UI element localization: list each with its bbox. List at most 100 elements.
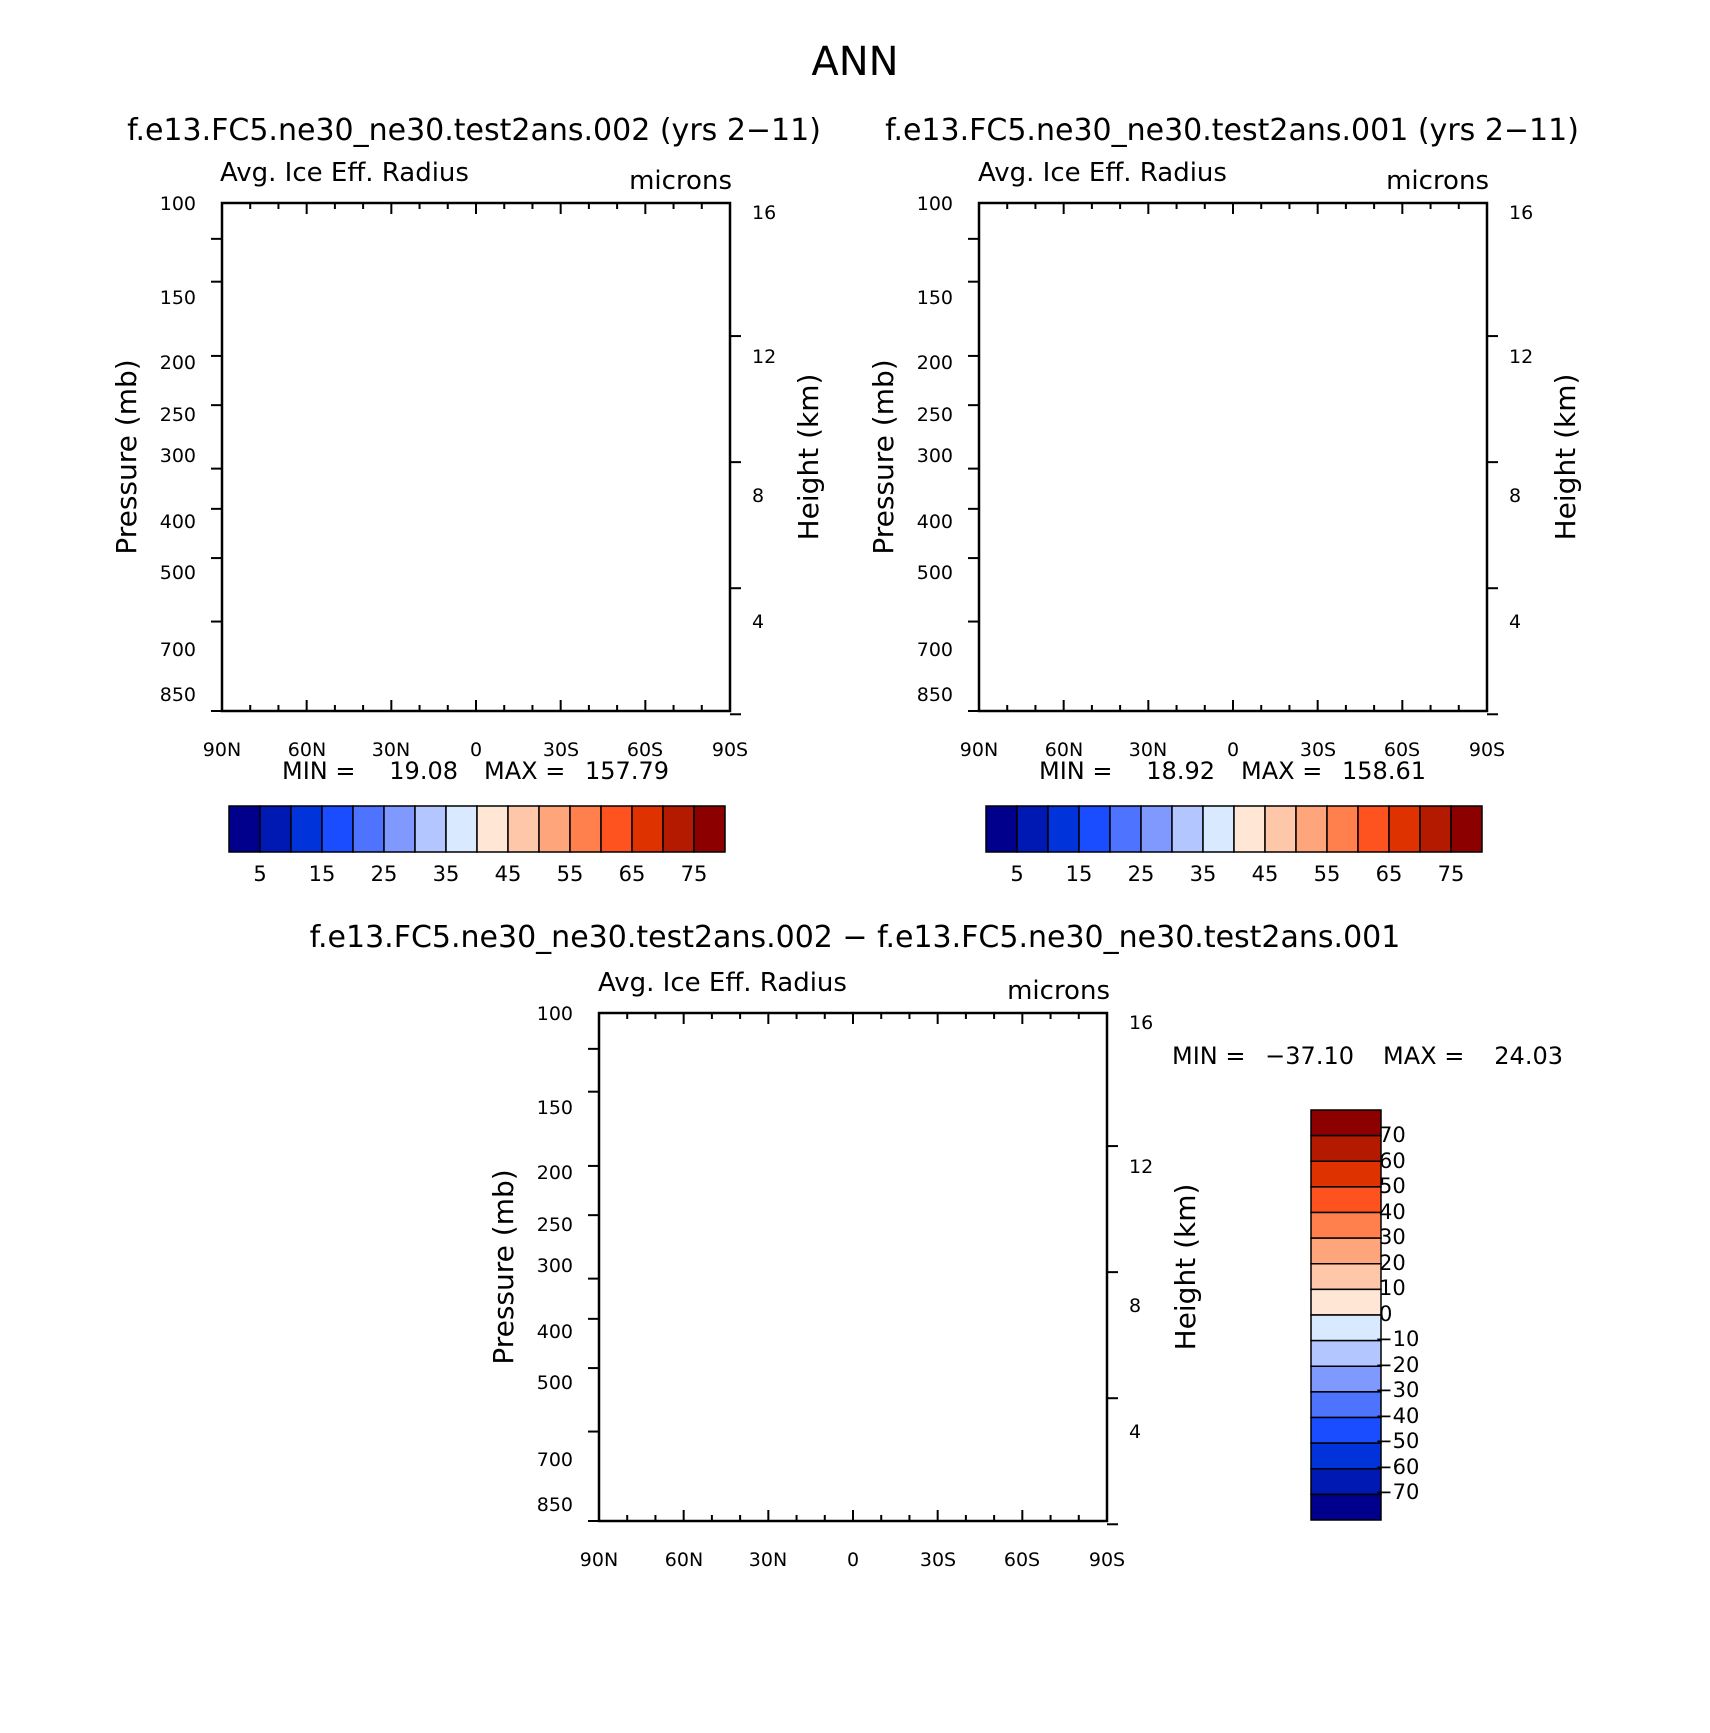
y-right-tick-label: 12 bbox=[752, 346, 776, 368]
x-tick-label: 90S bbox=[1089, 1549, 1125, 1571]
colorbar-label: 55 bbox=[1314, 862, 1341, 886]
y-tick-label: 250 bbox=[160, 404, 196, 426]
y-tick-label: 300 bbox=[537, 1255, 573, 1277]
panel-2-ylabel-right: Height (km) bbox=[1549, 374, 1582, 541]
y-tick-label: 700 bbox=[537, 1449, 573, 1471]
panel-2-min-label: MIN = bbox=[1039, 757, 1112, 785]
y-right-tick-label: 4 bbox=[1129, 1421, 1141, 1443]
y-tick-label: 700 bbox=[160, 639, 196, 661]
y-tick-label: 250 bbox=[917, 404, 953, 426]
y-tick-label: 300 bbox=[160, 445, 196, 467]
colorbar-label: −60 bbox=[1375, 1455, 1419, 1479]
panel-3-subtitle-left: Avg. Ice Eff. Radius bbox=[598, 968, 847, 998]
colorbar-box bbox=[1357, 805, 1390, 853]
colorbar-box bbox=[1310, 1134, 1382, 1162]
colorbar-box bbox=[352, 805, 385, 853]
colorbar-box bbox=[1310, 1263, 1382, 1291]
colorbar-box bbox=[445, 805, 478, 853]
colorbar-box bbox=[662, 805, 695, 853]
panel-1-subtitle-right: microns bbox=[629, 166, 732, 196]
panel-3-max-value: 24.03 bbox=[1494, 1042, 1563, 1070]
colorbar-box bbox=[1310, 1391, 1382, 1419]
x-tick-label: 60S bbox=[1384, 739, 1420, 761]
colorbar-box bbox=[1016, 805, 1049, 853]
colorbar-box bbox=[1326, 805, 1359, 853]
colorbar-label: 25 bbox=[1128, 862, 1155, 886]
x-tick-label: 30N bbox=[1129, 739, 1167, 761]
colorbar-box bbox=[290, 805, 323, 853]
panel-1-max-value: 157.79 bbox=[585, 757, 669, 785]
y-right-tick-label: 16 bbox=[1129, 1012, 1153, 1034]
x-tick-label: 60N bbox=[1045, 739, 1083, 761]
colorbar-label: 15 bbox=[309, 862, 336, 886]
y-right-tick-label: 16 bbox=[752, 202, 776, 224]
y-tick-label: 100 bbox=[537, 1003, 573, 1025]
colorbar-label: 65 bbox=[1376, 862, 1403, 886]
colorbar-label: −70 bbox=[1375, 1480, 1419, 1504]
y-tick-label: 100 bbox=[160, 193, 196, 215]
panel-1-colorbar bbox=[228, 805, 726, 853]
y-tick-label: 700 bbox=[917, 639, 953, 661]
panel-1-frame bbox=[220, 201, 732, 713]
x-tick-label: 0 bbox=[1227, 739, 1239, 761]
colorbar-box bbox=[1047, 805, 1080, 853]
panel-3-subtitle-right: microns bbox=[1007, 976, 1110, 1006]
colorbar-label: −10 bbox=[1375, 1327, 1419, 1351]
panel-2-subtitle-right: microns bbox=[1386, 166, 1489, 196]
panel-1-colorbar-labels: 5 15 25 35 45 55 65 75 bbox=[253, 862, 707, 886]
panel-3: f.e13.FC5.ne30_ne30.test2ans.002 − f.e13… bbox=[310, 920, 1563, 1571]
colorbar-box bbox=[1310, 1442, 1382, 1470]
panel-1-subtitle-left: Avg. Ice Eff. Radius bbox=[220, 158, 469, 188]
colorbar-label: 10 bbox=[1379, 1276, 1406, 1300]
colorbar-box bbox=[321, 805, 354, 853]
panel-3-ticks: 90N 60N 30N 0 30S 60S 90S 100 150 200 25… bbox=[537, 1003, 1153, 1571]
colorbar-box bbox=[1310, 1237, 1382, 1265]
x-tick-label: 90N bbox=[580, 1549, 618, 1571]
colorbar-box bbox=[1202, 805, 1235, 853]
y-tick-label: 100 bbox=[917, 193, 953, 215]
y-tick-label: 500 bbox=[537, 1372, 573, 1394]
colorbar-label: 50 bbox=[1379, 1174, 1406, 1198]
y-tick-label: 850 bbox=[160, 684, 196, 706]
y-tick-label: 850 bbox=[917, 684, 953, 706]
y-right-tick-label: 12 bbox=[1129, 1156, 1153, 1178]
panel-3-colorbar-labels: 70 60 50 40 30 20 10 0 −10 −20 −30 −40 −… bbox=[1375, 1123, 1419, 1504]
colorbar-label: 55 bbox=[557, 862, 584, 886]
colorbar-label: 25 bbox=[371, 862, 398, 886]
x-tick-label: 30N bbox=[749, 1549, 787, 1571]
colorbar-box bbox=[1310, 1109, 1382, 1137]
panel-2-max-label: MAX = bbox=[1241, 757, 1322, 785]
colorbar-box bbox=[1388, 805, 1421, 853]
colorbar-box bbox=[1310, 1288, 1382, 1316]
panel-2-colorbar-labels: 5 15 25 35 45 55 65 75 bbox=[1010, 862, 1464, 886]
y-tick-label: 200 bbox=[160, 352, 196, 374]
colorbar-label: 65 bbox=[619, 862, 646, 886]
y-tick-label: 500 bbox=[160, 562, 196, 584]
panel-1-max-label: MAX = bbox=[484, 757, 565, 785]
colorbar-box bbox=[1419, 805, 1452, 853]
colorbar-box bbox=[631, 805, 664, 853]
colorbar-label: 5 bbox=[253, 862, 266, 886]
colorbar-box bbox=[1078, 805, 1111, 853]
x-tick-label: 90N bbox=[960, 739, 998, 761]
colorbar-box bbox=[1310, 1160, 1382, 1188]
colorbar-label: 40 bbox=[1379, 1200, 1406, 1224]
colorbar-label: −20 bbox=[1375, 1353, 1419, 1377]
x-tick-label: 0 bbox=[470, 739, 482, 761]
colorbar-box bbox=[1450, 805, 1483, 853]
colorbar-box bbox=[1140, 805, 1173, 853]
colorbar-label: 30 bbox=[1379, 1225, 1406, 1249]
colorbar-box bbox=[1109, 805, 1142, 853]
x-tick-label: 60N bbox=[665, 1549, 703, 1571]
colorbar-box bbox=[693, 805, 726, 853]
panel-3-title: f.e13.FC5.ne30_ne30.test2ans.002 − f.e13… bbox=[310, 920, 1401, 955]
x-tick-label: 30S bbox=[1300, 739, 1336, 761]
panel-2-subtitle-left: Avg. Ice Eff. Radius bbox=[978, 158, 1227, 188]
colorbar-label: −30 bbox=[1375, 1378, 1419, 1402]
panel-2-min-value: 18.92 bbox=[1146, 757, 1215, 785]
x-tick-label: 30S bbox=[920, 1549, 956, 1571]
colorbar-label: 60 bbox=[1379, 1149, 1406, 1173]
colorbar-label: −50 bbox=[1375, 1429, 1419, 1453]
panel-1-ticks: 90N 60N 30N 0 30S 60S 90S 100 150 200 25… bbox=[160, 193, 776, 761]
colorbar-box bbox=[1310, 1339, 1382, 1367]
